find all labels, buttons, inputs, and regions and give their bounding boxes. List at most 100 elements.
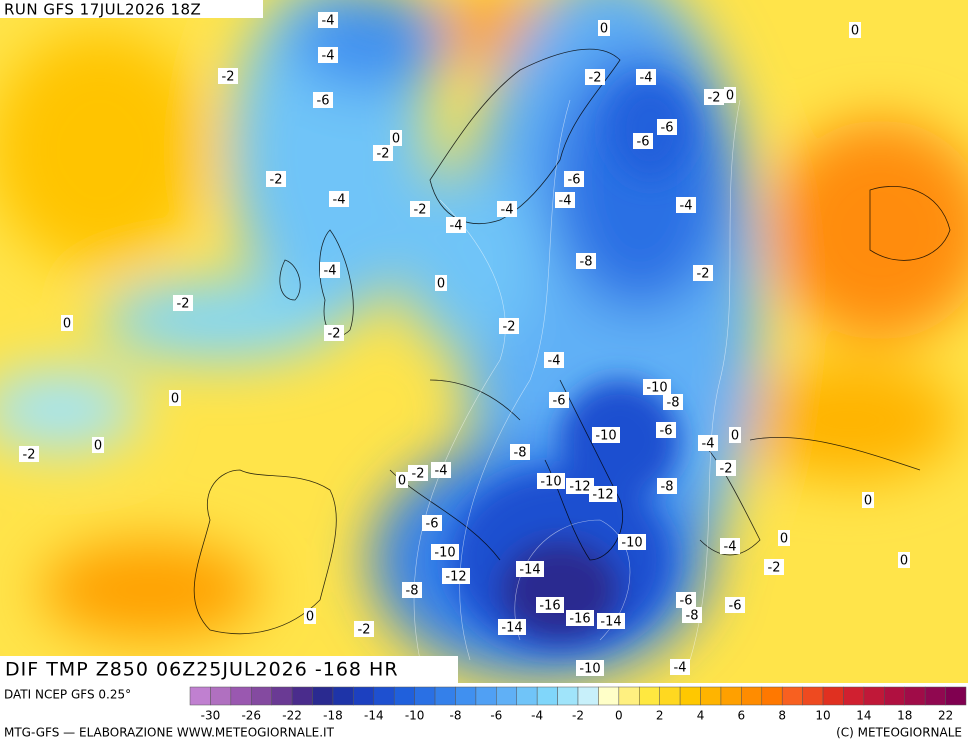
colorbar-tick-label: 10	[815, 709, 830, 723]
contour-label: -6	[660, 424, 673, 439]
contour-label: 0	[392, 132, 400, 147]
contour-label-box	[676, 592, 696, 608]
colorbar-swatch	[924, 686, 946, 706]
contour-label: 0	[171, 392, 179, 407]
contour-label: -4	[501, 203, 514, 218]
contour-label: -16	[539, 599, 560, 614]
colorbar-swatch	[761, 686, 783, 706]
contour-label-box	[61, 315, 73, 331]
contour-label: -2	[358, 623, 371, 638]
contour-label-box	[656, 422, 676, 438]
colorbar-tick-label: -10	[405, 709, 425, 723]
colorbar-swatch	[843, 686, 865, 706]
contour-label-box	[716, 460, 736, 476]
contour-label: -8	[406, 584, 419, 599]
colorbar: -30-26-22-18-14-10-8-6-4-202468101418223…	[189, 686, 967, 723]
contour-label: -4	[322, 14, 335, 29]
contour-labels: -4 -4 -2 -6 0 -2 -2 -4 -2 -4 -4 -4 -6 0 -2 -4 -2 0 -6 -6 -4 0…	[19, 12, 910, 677]
contour-label-box	[536, 597, 564, 613]
contour-label-box	[862, 492, 874, 508]
contour-label: -10	[595, 429, 616, 444]
contour-label: -10	[540, 475, 561, 490]
colorbar-swatch	[496, 686, 517, 706]
contour-label: -6	[661, 121, 674, 136]
contour-label: -2	[768, 561, 781, 576]
contour-label: -4	[322, 49, 335, 64]
contour-label: -2	[414, 203, 427, 218]
contour-label: 0	[94, 439, 102, 454]
contour-label: 0	[780, 532, 788, 547]
contour-label: -2	[503, 320, 516, 335]
colorbar-swatch	[251, 686, 272, 706]
colorbar-tick-label: 0	[615, 709, 623, 723]
contour-label: -12	[445, 570, 466, 585]
contour-label-box	[510, 444, 530, 460]
contour-label-box	[498, 619, 526, 635]
credit-label: MTG-GFS — ELABORAZIONE WWW.METEOGIORNALE…	[4, 726, 335, 740]
contour-label: -2	[328, 327, 341, 342]
contour-label: -6	[553, 394, 566, 409]
contour-label: -4	[702, 437, 715, 452]
contour-label-box	[849, 22, 861, 38]
contour-label-box	[657, 478, 677, 494]
contour-label: -12	[592, 488, 613, 503]
contour-label: -14	[501, 621, 522, 636]
colorbar-swatch	[353, 686, 375, 706]
contour-label-box	[693, 265, 713, 281]
contour-label: -8	[580, 255, 593, 270]
contour-label-box	[618, 534, 646, 550]
colorbar-swatch	[945, 686, 967, 706]
contour-label: -4	[548, 354, 561, 369]
contour-label: -4	[674, 661, 687, 676]
contour-label: -8	[686, 609, 699, 624]
colorbar-swatch	[557, 686, 579, 706]
contour-label: -6	[568, 173, 581, 188]
colorbar-swatch	[639, 686, 660, 706]
contour-label: -4	[333, 193, 346, 208]
contour-label: 0	[306, 610, 314, 625]
contour-label-box	[576, 253, 596, 269]
colorbar-swatch	[393, 686, 415, 706]
colorbar-swatch	[312, 686, 334, 706]
contour-label-box	[676, 197, 696, 213]
colorbar-tick-label: 18	[897, 709, 912, 723]
contour-label-box	[633, 133, 653, 149]
colorbar-swatch	[189, 686, 211, 706]
colorbar-swatch	[700, 686, 722, 706]
contour-label-box	[544, 352, 564, 368]
contour-label: 0	[726, 89, 734, 104]
contour-label-box	[592, 427, 620, 443]
colorbar-swatch	[741, 686, 763, 706]
colorbar-swatch	[863, 686, 885, 706]
contour-label: 0	[437, 277, 445, 292]
colorbar-swatch	[414, 686, 436, 706]
contour-label-box	[320, 262, 340, 278]
colorbar-tick-label: -8	[449, 709, 461, 723]
colorbar-tick-label: 2	[656, 709, 664, 723]
contour-label-box	[266, 171, 286, 187]
contour-label-box	[564, 171, 584, 187]
colorbar-swatch	[536, 686, 558, 706]
contour-label: -2	[589, 71, 602, 86]
colorbar-swatch	[802, 686, 824, 706]
contour-label: -2	[23, 448, 36, 463]
contour-label: 0	[398, 474, 406, 489]
colorbar-tick-label: -26	[241, 709, 261, 723]
contour-label: -4	[435, 464, 448, 479]
colorbar-tick-label: 4	[697, 709, 705, 723]
contour-label: -2	[697, 267, 710, 282]
contour-label: -10	[434, 546, 455, 561]
contour-label-box	[698, 435, 718, 451]
contour-label-box	[898, 552, 910, 568]
contour-label-box	[408, 465, 428, 481]
contour-label: -4	[680, 199, 693, 214]
contour-label: -2	[708, 91, 721, 106]
contour-label-box	[410, 201, 430, 217]
contour-label: -2	[270, 173, 283, 188]
colorbar-tick-label: 14	[856, 709, 871, 723]
contour-label-box	[663, 394, 683, 410]
colorbar-swatch	[679, 686, 701, 706]
contour-label-box	[431, 544, 459, 560]
contour-label: -4	[724, 540, 737, 555]
